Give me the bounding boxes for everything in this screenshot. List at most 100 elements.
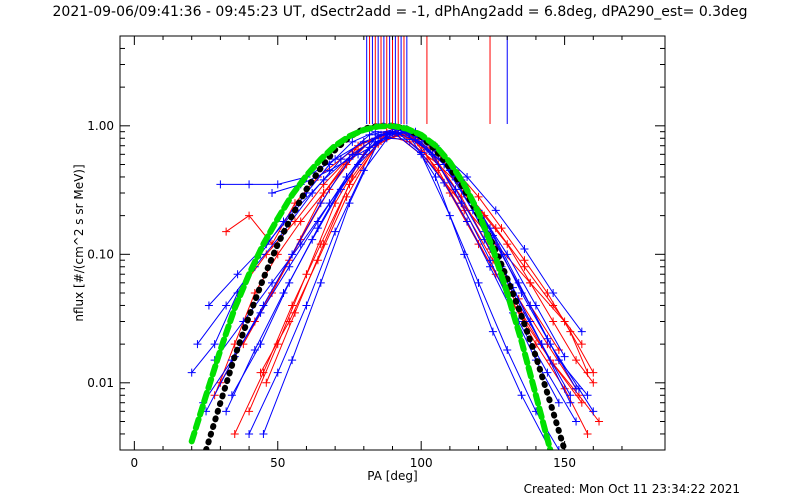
series-point-19-3 [285, 262, 294, 271]
series-point-7-1 [290, 308, 299, 317]
series-line-19 [202, 129, 577, 403]
series-point-12-5 [336, 155, 345, 164]
series-point-20-2 [325, 166, 334, 175]
series-point-13-1 [273, 368, 282, 377]
series-point-5-0 [256, 368, 265, 377]
series-point-12-1 [222, 301, 231, 310]
series-point-10-14 [589, 407, 598, 416]
series-point-11-1 [245, 180, 254, 189]
series-point-18-11 [537, 340, 546, 349]
series-point-20-0 [268, 189, 277, 198]
series-point-8-11 [549, 301, 558, 310]
x-tick-label-2: 100 [410, 456, 433, 470]
series-point-16-6 [431, 172, 440, 181]
series-point-15-0 [204, 301, 213, 310]
series-point-15-13 [577, 327, 586, 336]
series-point-0-16 [572, 356, 581, 365]
series-point-7-2 [319, 240, 328, 249]
x-tick-label-1: 50 [270, 456, 285, 470]
series-point-13-2 [302, 301, 311, 310]
series-point-9-16 [554, 398, 563, 407]
series-point-16-2 [316, 278, 325, 287]
series-point-18-2 [279, 288, 288, 297]
series-point-16-1 [288, 356, 297, 365]
series-point-11-2 [273, 180, 282, 189]
series-point-6-0 [216, 378, 225, 387]
series-point-19-2 [256, 308, 265, 317]
series-point-20-5 [411, 135, 420, 144]
series-line-5 [260, 129, 577, 389]
series-point-3-12 [583, 429, 592, 438]
series-point-9-7 [348, 137, 357, 146]
series-point-12-6 [365, 130, 374, 139]
series-point-8-2 [290, 217, 299, 226]
series-point-8-10 [520, 262, 529, 271]
series-point-13-8 [474, 278, 483, 287]
series-point-18-1 [250, 346, 259, 355]
series-point-12-0 [193, 340, 202, 349]
series-point-3-2 [302, 270, 311, 279]
series-point-11-0 [216, 180, 225, 189]
series-point-17-13 [583, 391, 592, 400]
series-point-13-3 [331, 227, 340, 236]
series-point-14-8 [457, 199, 466, 208]
series-point-9-0 [187, 368, 196, 377]
series-point-15-9 [463, 172, 472, 181]
series-point-15-11 [520, 244, 529, 253]
y-tick-label-2: 1.00 [87, 119, 114, 133]
series-point-19-5 [342, 172, 351, 181]
series-point-19-12 [543, 334, 552, 343]
series-point-6-11 [589, 368, 598, 377]
series-point-8-12 [577, 340, 586, 349]
series-point-16-3 [345, 199, 354, 208]
series-point-3-0 [245, 407, 254, 416]
y-tick-label-0: 0.01 [87, 376, 114, 390]
series-point-16-0 [259, 429, 268, 438]
series-point-1-0 [222, 227, 231, 236]
series-point-12-4 [308, 189, 317, 198]
series-point-10-4 [316, 199, 325, 208]
series-point-18-12 [566, 398, 575, 407]
series-point-20-4 [382, 134, 391, 143]
series-point-2-13 [595, 417, 604, 426]
series-point-14-9 [486, 256, 495, 265]
series-point-17-2 [268, 278, 277, 287]
y-tick-label-1: 0.10 [87, 247, 114, 261]
series-point-18-0 [222, 407, 231, 416]
x-tick-label-0: 0 [131, 456, 139, 470]
series-point-16-9 [517, 391, 526, 400]
series-point-15-4 [319, 175, 328, 184]
series-point-0-17 [589, 378, 598, 387]
series-point-16-7 [460, 250, 469, 259]
series-point-18-5 [365, 143, 374, 152]
series-point-6-3 [319, 189, 328, 198]
series-point-18-3 [308, 235, 317, 244]
series-point-9-11 [440, 178, 449, 187]
series-point-13-11 [554, 446, 563, 450]
series-point-20-3 [354, 150, 363, 159]
x-tick-label-3: 150 [553, 456, 576, 470]
series-point-9-12 [463, 217, 472, 226]
series-line-13 [248, 130, 560, 450]
series-point-19-11 [514, 278, 523, 287]
series-point-12-13 [566, 391, 575, 400]
series-point-15-1 [233, 270, 242, 279]
chart-title: 2021-09-06/09:41:36 - 09:45:23 UT, dSect… [52, 4, 748, 20]
series-point-7-11 [577, 398, 586, 407]
series-point-2-0 [230, 429, 239, 438]
series-point-7-0 [262, 378, 271, 387]
series-point-0-15 [549, 317, 558, 326]
fit-curve-1 [188, 122, 554, 450]
created-timestamp: Created: Mon Oct 11 23:34:22 2021 [523, 482, 740, 496]
series-point-11-12 [560, 352, 569, 361]
series-point-1-1 [245, 211, 254, 220]
series-point-15-12 [549, 288, 558, 297]
series-point-16-8 [488, 327, 497, 336]
series-point-14-11 [543, 368, 552, 377]
series-point-9-1 [210, 340, 219, 349]
series-point-19-13 [572, 384, 581, 393]
fit-curve-0 [203, 122, 568, 450]
series-point-19-4 [313, 217, 322, 226]
series-point-17-12 [554, 356, 563, 365]
